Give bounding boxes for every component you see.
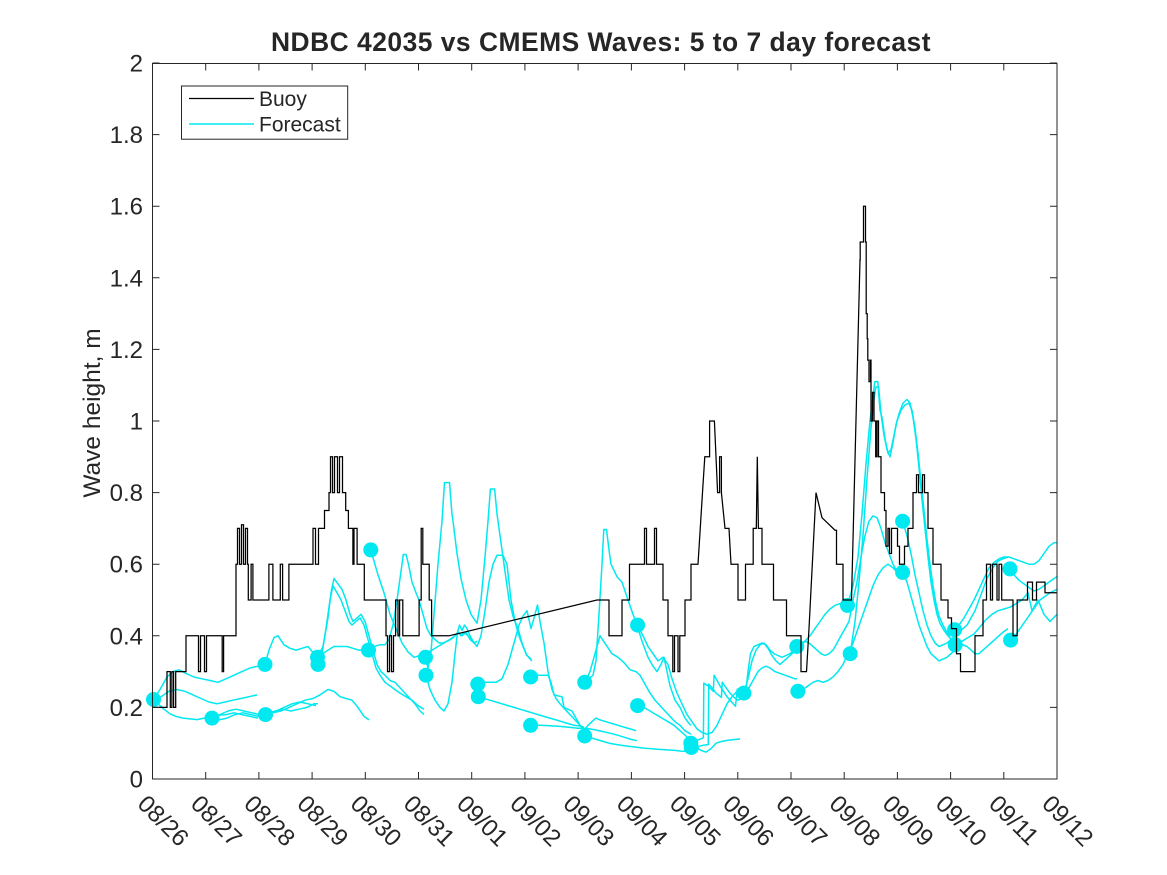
svg-text:1.4: 1.4 [110, 265, 143, 292]
svg-text:NDBC 42035 vs CMEMS Waves: 5 t: NDBC 42035 vs CMEMS Waves: 5 to 7 day fo… [271, 27, 931, 57]
svg-text:1: 1 [130, 409, 143, 436]
svg-text:1.6: 1.6 [110, 194, 143, 221]
svg-text:1.2: 1.2 [110, 337, 143, 364]
svg-text:Wave height, m: Wave height, m [79, 328, 106, 497]
svg-text:0.4: 0.4 [110, 623, 143, 650]
svg-text:0.2: 0.2 [110, 695, 143, 722]
svg-text:1.8: 1.8 [110, 122, 143, 149]
svg-text:2: 2 [130, 51, 143, 78]
svg-text:0.8: 0.8 [110, 480, 143, 507]
svg-text:0.6: 0.6 [110, 552, 143, 579]
svg-text:Buoy: Buoy [259, 88, 307, 111]
svg-text:Forecast: Forecast [259, 114, 341, 137]
svg-text:0: 0 [130, 767, 143, 794]
